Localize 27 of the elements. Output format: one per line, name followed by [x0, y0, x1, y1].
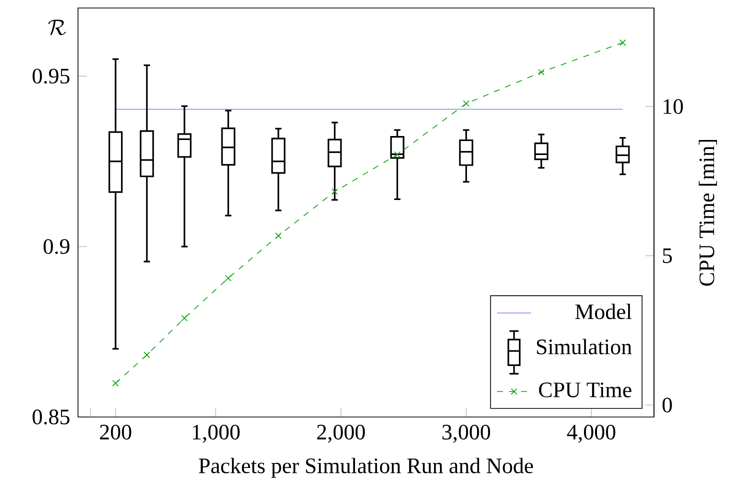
- legend-label: Simulation: [536, 338, 632, 354]
- x-tick-label: 2,000: [317, 424, 365, 443]
- x-tick-label: 200: [100, 424, 132, 440]
- y-axis-title: $\mathcal{R}$: [48, 20, 66, 36]
- y2-tick-label: 10: [664, 99, 683, 114]
- y-tick-label: 0.85: [32, 410, 70, 424]
- point: [144, 352, 150, 358]
- legend-label: Model: [575, 304, 632, 320]
- point: [538, 68, 545, 76]
- point: [619, 39, 626, 46]
- y2-axis-title: CPU Time [min]: [698, 140, 718, 286]
- point: [331, 188, 338, 195]
- point: [181, 314, 188, 322]
- y-tick-label: 0.95: [32, 68, 70, 84]
- x-axis-title: Packets per Simulation Run and Node: [198, 458, 533, 478]
- point: [462, 100, 470, 107]
- x-tick-label: 3,000: [442, 424, 490, 443]
- y2-tick-label: 0: [662, 398, 672, 412]
- legend-label: CPU Time: [539, 382, 632, 398]
- point: [275, 232, 282, 240]
- x-tick-label: 1,000: [192, 424, 240, 443]
- point: [394, 151, 401, 158]
- y2-tick-label: 5: [663, 248, 672, 264]
- point: [225, 274, 232, 282]
- x-tick-label: 4,000: [567, 424, 616, 443]
- point: [112, 380, 119, 386]
- y-tick-label: 0.9: [44, 239, 70, 254]
